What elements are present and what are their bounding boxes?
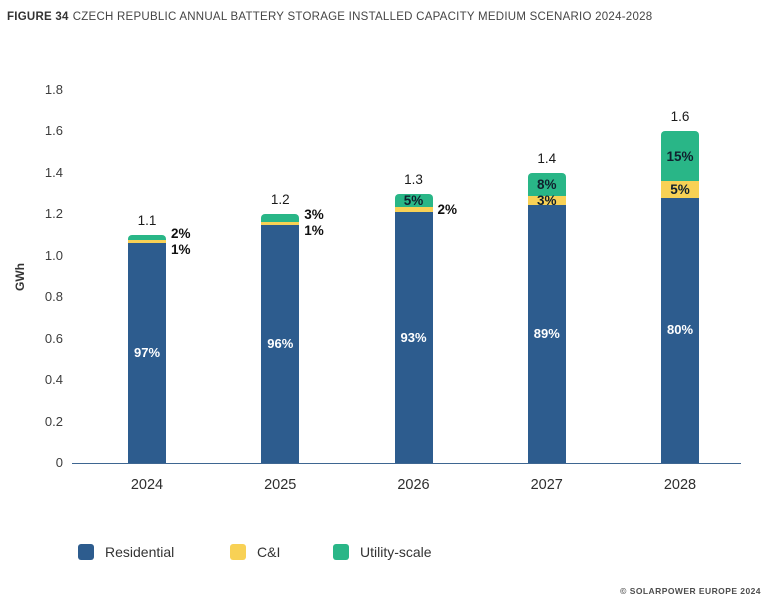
- x-axis-label-2026: 2026: [397, 477, 430, 493]
- ci-pct-label-2026: 2%: [437, 201, 458, 217]
- legend-label: Residential: [105, 544, 175, 560]
- figure-number: FIGURE 34: [7, 11, 69, 23]
- legend-item-residential: Residential: [78, 544, 174, 560]
- figure-title-text: CZECH REPUBLIC ANNUAL BATTERY STORAGE IN…: [72, 11, 653, 23]
- bar-segment-residential-2028: [661, 197, 699, 463]
- bar-segment-ci-2027: [527, 196, 566, 205]
- ci-pct-label-2024: 1%: [171, 241, 191, 257]
- utilityscale-pct-label-2024: 2%: [171, 226, 191, 242]
- x-axis-label-2027: 2027: [530, 477, 563, 493]
- bar-segment-utility-2024: [128, 235, 166, 240]
- bar-segment-residential-2024: [128, 242, 166, 463]
- bar-total-label-2027: 1.4: [537, 150, 557, 166]
- bar-total-label-2024: 1.1: [137, 213, 157, 229]
- bar-segment-ci-2026: [394, 207, 433, 213]
- residential-swatch-icon: [78, 544, 94, 560]
- utilityscale-pct-label-2026: 5%: [403, 192, 424, 208]
- y-axis-title: GWh: [13, 263, 27, 291]
- bar-segment-residential-2025: [261, 224, 300, 463]
- y-axis-tick-label: 0.2: [44, 413, 63, 429]
- ci-pct-label-2028: 5%: [670, 181, 690, 197]
- legend-label: C&I: [257, 544, 281, 560]
- figure-title: FIGURE 34 CZECH REPUBLIC ANNUAL BATTERY S…: [7, 11, 652, 23]
- residential-pct-label-2024: 97%: [133, 344, 161, 360]
- copyright-note: © SOLARPOWER EUROPE 2024: [620, 586, 761, 596]
- y-axis-tick-label: 0: [55, 455, 63, 470]
- legend-label: Utility-scale: [360, 544, 432, 560]
- x-axis-label-2024: 2024: [130, 477, 164, 493]
- y-axis-tick-label: 0.8: [44, 289, 63, 305]
- ci-pct-label-2027: 3%: [536, 192, 557, 208]
- y-axis-tick-label: 1.6: [44, 123, 63, 139]
- residential-pct-label-2028: 80%: [666, 322, 694, 338]
- residential-pct-label-2027: 89%: [533, 325, 560, 341]
- bar-segment-utility-2025: [261, 214, 300, 222]
- x-axis-label-2025: 2025: [264, 477, 297, 493]
- y-axis-tick-label: 0.6: [44, 330, 63, 346]
- utilityscale-pct-label-2028: 15%: [666, 148, 694, 164]
- bar-total-label-2026: 1.3: [404, 171, 423, 187]
- bar-total-label-2028: 1.6: [670, 109, 690, 125]
- utilityscale-pct-label-2025: 3%: [304, 207, 324, 223]
- bar-segment-residential-2027: [527, 204, 566, 463]
- utilityscale-pct-label-2027: 8%: [536, 176, 557, 192]
- bar-segment-utility-2026: [394, 193, 433, 208]
- y-axis-tick-label: 1.8: [44, 82, 63, 98]
- legend-item-ci: C&I: [230, 544, 280, 560]
- ci-swatch-icon: [230, 544, 246, 560]
- bar-segment-ci-2025: [261, 221, 300, 225]
- x-axis-line: [72, 462, 741, 464]
- ci-pct-label-2025: 1%: [304, 222, 324, 238]
- residential-pct-label-2025: 96%: [267, 335, 294, 351]
- utility-swatch-icon: [333, 544, 349, 560]
- x-axis-label-2028: 2028: [663, 477, 697, 493]
- bar-segment-utility-2028: [661, 131, 699, 182]
- bar-segment-ci-2028: [661, 181, 699, 198]
- bar-segment-ci-2024: [128, 239, 166, 243]
- y-axis-tick-label: 1.4: [44, 164, 63, 180]
- bar-total-label-2025: 1.2: [270, 192, 290, 208]
- bar-segment-utility-2027: [527, 172, 566, 197]
- bar-segment-residential-2026: [394, 212, 433, 463]
- legend-item-utility: Utility-scale: [333, 544, 432, 560]
- y-axis-tick-label: 0.4: [44, 372, 63, 388]
- residential-pct-label-2026: 93%: [400, 329, 427, 345]
- y-axis-tick-label: 1.0: [44, 247, 63, 263]
- y-axis-tick-label: 1.2: [44, 206, 63, 222]
